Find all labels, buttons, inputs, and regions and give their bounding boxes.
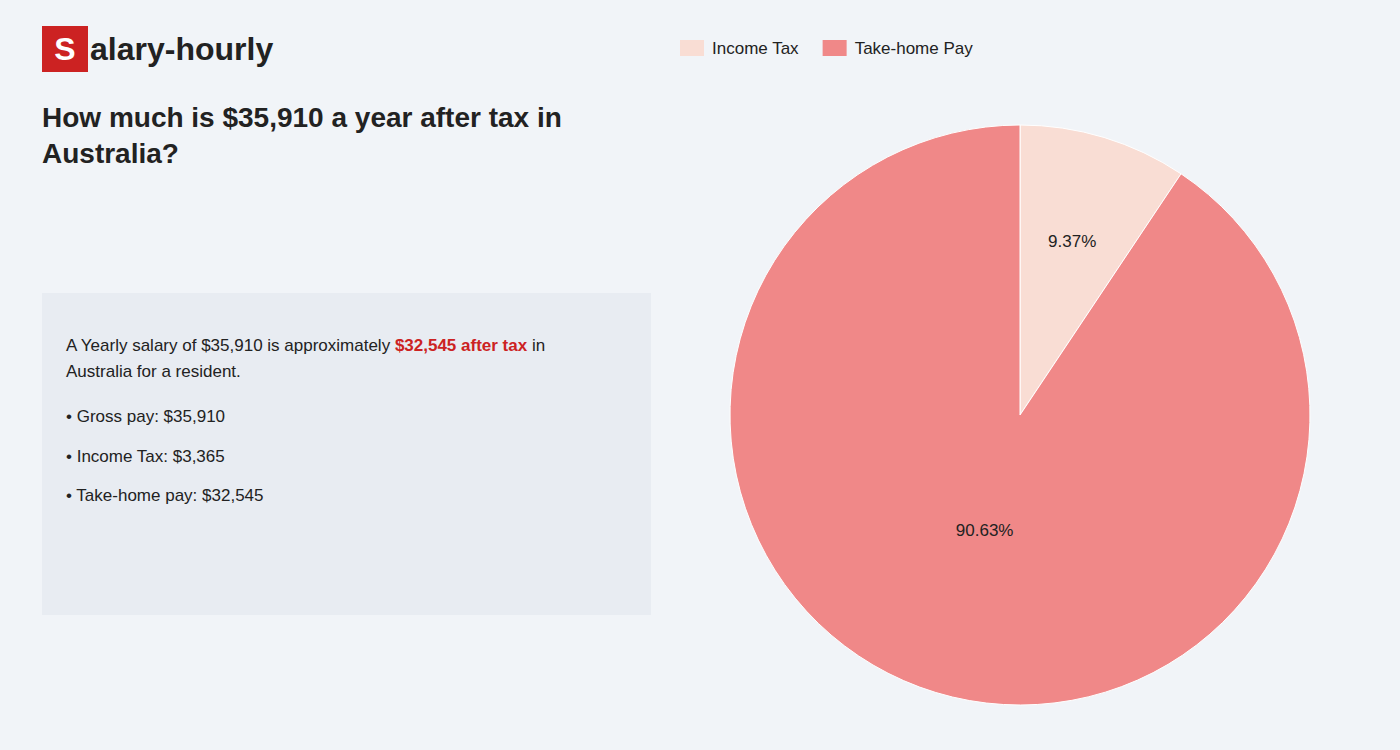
- logo: S alary-hourly: [42, 26, 273, 72]
- info-segment: A Yearly salary of $35,910 is approximat…: [66, 336, 390, 355]
- legend-swatch: [680, 40, 704, 56]
- data-label: 9.37%: [1048, 232, 1096, 251]
- bullet-item: • Gross pay: $35,910: [66, 404, 627, 430]
- pie-chart: 9.37% 90.63% Income Tax Take-home Pay: [660, 0, 1380, 750]
- legend-entry: Take-home Pay: [855, 39, 974, 58]
- pie-slice: [730, 125, 1310, 705]
- slices: [730, 125, 1310, 705]
- logo-mark: S: [42, 26, 88, 72]
- info-box: A Yearly salary of $35,910 is approximat…: [42, 293, 651, 615]
- chart-area: 9.37% 90.63% Income Tax Take-home Pay: [660, 0, 1380, 750]
- data-label: 90.63%: [956, 521, 1014, 540]
- bullet-item: • Take-home pay: $32,545: [66, 483, 627, 509]
- bullet-list: • Gross pay: $35,910 • Income Tax: $3,365…: [66, 404, 627, 509]
- info-line: Australia for a resident.: [66, 359, 627, 385]
- legend-swatch: [823, 40, 847, 56]
- legend: Income Tax Take-home Pay: [680, 39, 973, 58]
- page: {"chart_data": {"type": "pie", "title": …: [0, 0, 1400, 750]
- info-line: A Yearly salary of $35,910 is approximat…: [66, 333, 627, 359]
- info-segment: in: [532, 336, 545, 355]
- info-highlight: $32,545 after tax: [395, 336, 527, 355]
- legend-entry: Income Tax: [712, 39, 799, 58]
- data-labels: 9.37% 90.63%: [956, 232, 1096, 540]
- logo-text: alary-hourly: [90, 31, 273, 68]
- bullet-item: • Income Tax: $3,365: [66, 444, 627, 470]
- title: How much is $35,910 a year after tax in …: [42, 100, 642, 173]
- info-text: A Yearly salary of $35,910 is approximat…: [66, 333, 627, 384]
